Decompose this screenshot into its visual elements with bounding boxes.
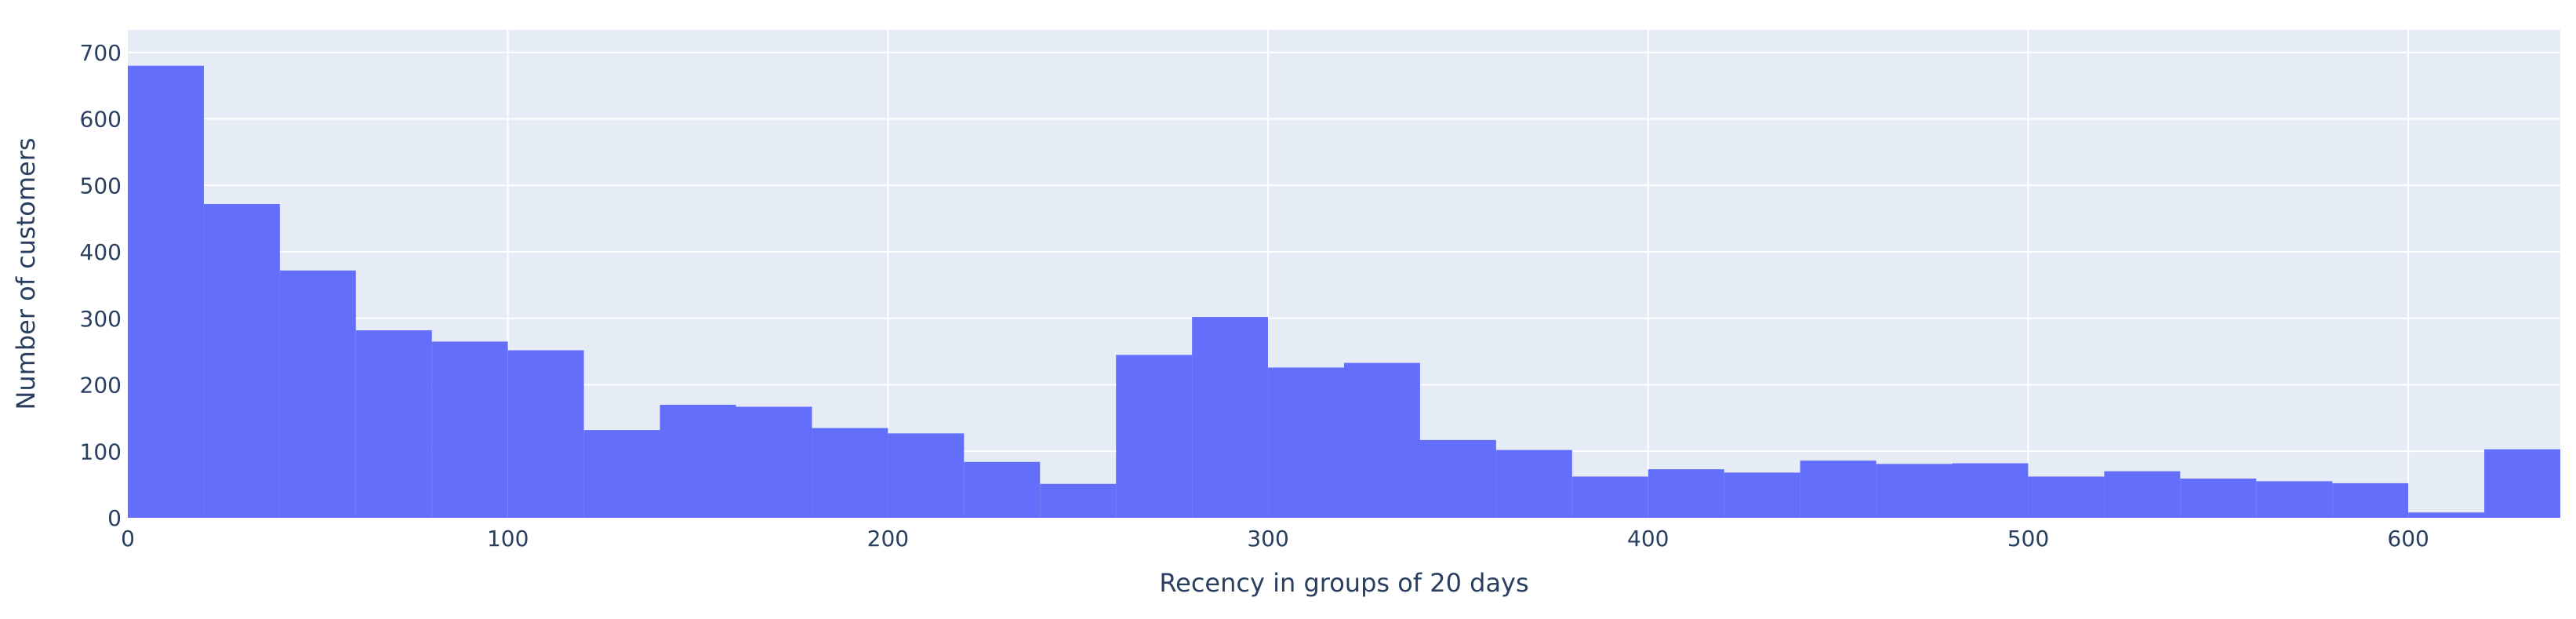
histogram-bar xyxy=(888,433,965,518)
y-tick-label: 700 xyxy=(80,40,122,66)
y-axis-title: Number of customers xyxy=(11,137,41,410)
histogram-bar xyxy=(1952,463,2029,518)
y-tick-label: 0 xyxy=(107,505,122,531)
histogram-bar xyxy=(1116,355,1193,518)
histogram-bar xyxy=(2484,449,2560,518)
histogram-bar xyxy=(1192,317,1269,518)
y-tick-label: 200 xyxy=(80,373,122,399)
x-tick-label: 200 xyxy=(867,526,909,552)
histogram-bar xyxy=(1571,476,1648,518)
y-tick-label: 500 xyxy=(80,173,122,198)
histogram-bar xyxy=(2028,476,2105,518)
histogram-bar xyxy=(2104,471,2181,518)
x-tick-label: 500 xyxy=(2007,526,2049,552)
histogram-bar xyxy=(583,430,660,518)
x-tick-label: 100 xyxy=(487,526,529,552)
histogram-bar xyxy=(2180,479,2257,518)
histogram-bar xyxy=(128,65,204,519)
histogram-bar xyxy=(2408,512,2485,518)
histogram-bar xyxy=(2256,481,2333,518)
histogram-bar xyxy=(736,406,812,518)
histogram-bar xyxy=(1876,464,1953,518)
y-tick-label: 400 xyxy=(80,239,122,265)
y-tick-label: 100 xyxy=(80,439,122,464)
x-tick-label: 0 xyxy=(121,526,135,552)
histogram-bar xyxy=(1495,450,1572,518)
y-tick-label: 600 xyxy=(80,107,122,133)
histogram-bar xyxy=(355,330,432,518)
histogram-bar xyxy=(812,428,888,518)
x-axis-ticks: 0 100 200 300 400 500 600 xyxy=(121,526,2429,552)
histogram-bar xyxy=(279,270,356,518)
histogram-bar xyxy=(1040,483,1117,518)
bars xyxy=(128,65,2560,519)
y-tick-label: 300 xyxy=(80,306,122,332)
y-axis-ticks: 0 100 200 300 400 500 600 700 xyxy=(80,40,122,531)
histogram-bar xyxy=(1419,439,1496,518)
x-tick-label: 300 xyxy=(1247,526,1288,552)
histogram-bar xyxy=(507,350,584,518)
x-tick-label: 600 xyxy=(2387,526,2429,552)
histogram-bar xyxy=(1800,461,1877,518)
histogram-bar xyxy=(1344,362,1420,518)
x-tick-label: 400 xyxy=(1627,526,1669,552)
histogram-bar xyxy=(431,341,508,518)
histogram-bar xyxy=(1648,469,1724,518)
x-axis-title: Recency in groups of 20 days xyxy=(1159,568,1528,598)
histogram-bar xyxy=(659,404,736,518)
histogram-bar xyxy=(1724,472,1800,518)
histogram-bar xyxy=(964,461,1041,518)
histogram-bar xyxy=(2332,482,2409,518)
histogram-bar xyxy=(203,204,280,518)
histogram-bar xyxy=(1268,367,1344,518)
